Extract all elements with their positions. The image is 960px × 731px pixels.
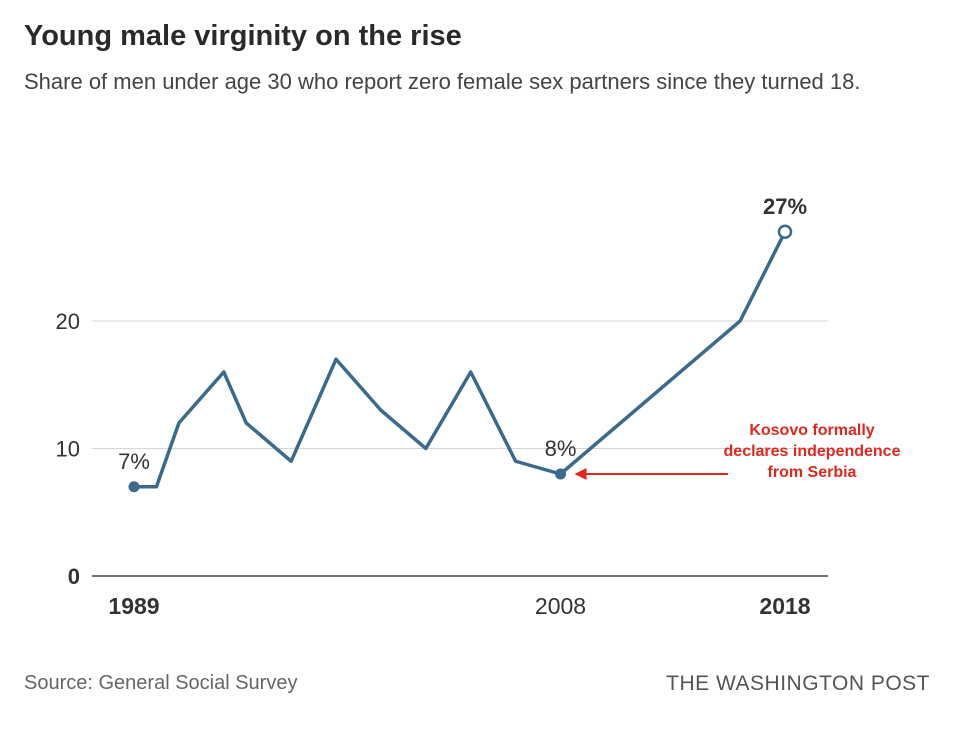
x-tick-label: 1989 xyxy=(108,593,159,619)
point-label: 7% xyxy=(118,449,150,474)
chart-subtitle: Share of men under age 30 who report zer… xyxy=(24,69,861,94)
x-tick-label: 2008 xyxy=(535,593,586,619)
publisher-logo: THE WASHINGTON POST xyxy=(666,672,930,695)
start-point-marker xyxy=(128,481,140,493)
y-tick-label: 10 xyxy=(56,437,80,462)
point-2008-marker xyxy=(555,468,567,480)
series-line xyxy=(132,230,787,489)
chart-title: Young male virginity on the rise xyxy=(24,20,462,52)
annotation-line-1: Kosovo formally xyxy=(749,422,875,439)
annotation-line-3: from Serbia xyxy=(767,464,857,481)
point-label: 27% xyxy=(763,194,807,219)
point-label: 8% xyxy=(545,436,577,461)
y-tick-label: 0 xyxy=(68,564,80,589)
annotation-arrowhead xyxy=(574,468,587,480)
end-point-marker xyxy=(777,224,793,239)
x-tick-label: 2018 xyxy=(759,593,810,619)
annotation-kosovo: Kosovo formally declares independence fr… xyxy=(700,420,924,483)
y-tick-label: 20 xyxy=(56,309,80,334)
annotation-line-2: declares independence xyxy=(723,443,901,460)
source-note: Source: General Social Survey xyxy=(24,672,298,694)
